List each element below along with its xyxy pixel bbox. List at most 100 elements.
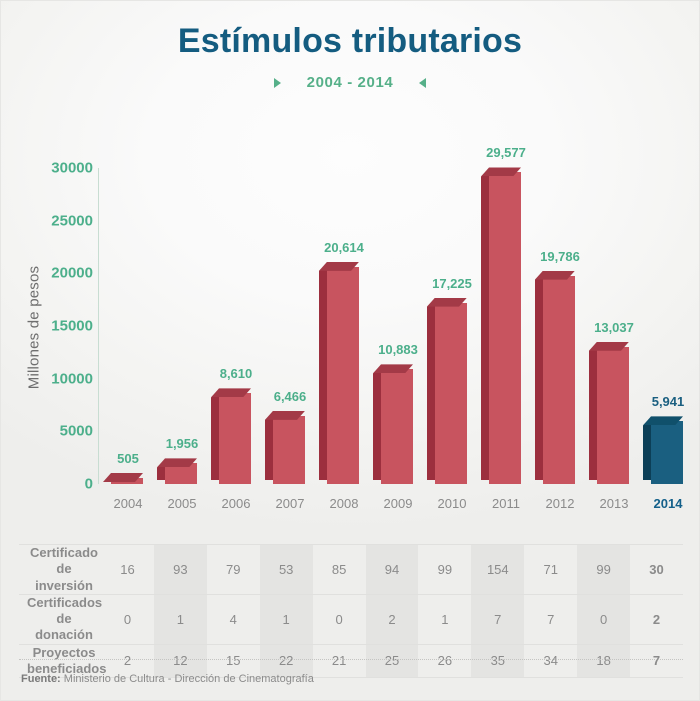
y-tick-label: 20000 xyxy=(51,264,93,282)
table-cell: 21 xyxy=(312,643,366,678)
bar-top-face xyxy=(211,388,251,398)
bar-value-label: 13,037 xyxy=(594,319,634,335)
table-cell: 71 xyxy=(524,544,578,595)
triangle-left-icon xyxy=(419,77,427,88)
subtitle-row: 2004 - 2014 xyxy=(1,74,699,91)
table-cell: 79 xyxy=(206,544,260,595)
bar xyxy=(265,410,305,484)
bar xyxy=(103,473,143,484)
bar-side-face xyxy=(535,271,543,480)
bar-front-face xyxy=(597,346,629,484)
x-tick-label: 2004 xyxy=(113,496,143,511)
bar-side-face xyxy=(427,298,435,480)
bar-top-face xyxy=(103,473,143,482)
table-cell: 35 xyxy=(471,643,525,678)
bar-column: 17,225 xyxy=(425,141,479,484)
bar-column: 10,883 xyxy=(371,141,425,484)
bar-value-label: 17,225 xyxy=(432,275,472,291)
bar-side-face xyxy=(589,342,597,480)
bar-top-face xyxy=(373,364,413,374)
table-cell: 2 xyxy=(101,643,154,678)
table-cell: 22 xyxy=(259,643,313,678)
bar-column: 6,466 xyxy=(263,141,317,484)
bar-top-face xyxy=(157,458,197,468)
table-cell: 7 xyxy=(524,593,578,645)
table-cell: 34 xyxy=(524,643,578,678)
y-axis-ticks: 0 5000 10000 15000 20000 25000 30000 xyxy=(1,141,93,493)
table-cell: 0 xyxy=(312,593,366,645)
bar-top-face xyxy=(643,416,683,426)
bar-front-face xyxy=(165,463,197,484)
x-tick-label: 2011 xyxy=(492,496,520,511)
data-table: Certificado de inversión 16 93 79 53 85 94 99 154… xyxy=(19,544,683,678)
table-cell: 85 xyxy=(312,544,366,595)
table-row-label: Certificados de donación xyxy=(19,593,102,645)
chart-plot-area: Millones de pesos 0 5000 10000 15000 20000 25… xyxy=(1,141,699,493)
bar-value-label: 6,466 xyxy=(273,388,307,404)
bar-series: 505 1,956 8,610 6,466 20,614 10,883 17,225 29,5… xyxy=(101,141,693,491)
bar-front-face xyxy=(381,369,413,484)
table-cell: 1 xyxy=(418,593,472,645)
bar-side-face xyxy=(481,168,489,480)
bar xyxy=(643,416,683,484)
table-row: Proyectos beneficiados 2 12 15 22 21 25 26 35 34 18… xyxy=(19,643,683,678)
bar-column: 8,610 xyxy=(209,141,263,484)
bar-column: 29,577 xyxy=(479,141,533,484)
table-cell: 99 xyxy=(577,544,631,595)
bar-side-face xyxy=(643,417,651,480)
chart-header: Estímulos tributarios 2004 - 2014 xyxy=(1,1,699,91)
table-cell: 93 xyxy=(153,544,207,595)
bar-value-label: 505 xyxy=(117,451,139,466)
bar-top-face xyxy=(265,410,305,420)
bar-top-face xyxy=(535,270,575,280)
bar-side-face xyxy=(157,459,165,480)
bar-column: 19,786 xyxy=(533,141,587,484)
bar xyxy=(373,364,413,484)
bar xyxy=(211,388,251,484)
bar-top-face xyxy=(427,297,467,307)
data-table-wrapper: Certificado de inversión 16 93 79 53 85 94 99 154… xyxy=(19,544,683,678)
bar-value-label: 5,941 xyxy=(651,394,685,410)
triangle-right-icon xyxy=(273,77,281,88)
bar-value-label: 8,610 xyxy=(219,366,253,382)
bar-front-face xyxy=(219,393,251,484)
bar-top-face xyxy=(319,261,359,271)
bar-side-face xyxy=(211,389,219,480)
x-tick-label: 2006 xyxy=(221,496,251,511)
table-cell: 2 xyxy=(365,593,419,645)
table-row: Certificado de inversión 16 93 79 53 85 94 99 154… xyxy=(19,544,683,595)
bar-column: 20,614 xyxy=(317,141,371,484)
bar-side-face xyxy=(265,411,273,480)
x-tick-label: 2012 xyxy=(545,496,575,511)
bar-value-label: 19,786 xyxy=(540,248,580,264)
bar-column: 505 xyxy=(101,141,155,484)
bar-column: 13,037 xyxy=(587,141,641,484)
bar-side-face xyxy=(319,262,327,480)
table-cell: 7 xyxy=(630,643,683,678)
table-cell: 12 xyxy=(153,643,207,678)
table-cell: 1 xyxy=(259,593,313,645)
x-tick-label: 2008 xyxy=(329,496,359,511)
bar-front-face xyxy=(327,266,359,484)
y-tick-label: 10000 xyxy=(51,370,93,388)
bar-value-label: 1,956 xyxy=(165,436,199,452)
table-row-label: Proyectos beneficiados xyxy=(19,643,106,678)
x-tick-label: 2010 xyxy=(437,496,467,511)
x-tick-label: 2005 xyxy=(167,496,197,511)
table-cell: 7 xyxy=(471,593,525,645)
bar-value-label: 29,577 xyxy=(486,145,526,161)
table-cell: 99 xyxy=(418,544,472,595)
bar-top-face xyxy=(481,167,521,177)
table-cell: 4 xyxy=(206,593,260,645)
table-cell: 26 xyxy=(418,643,472,678)
table-cell: 0 xyxy=(577,593,631,645)
bar-top-face xyxy=(589,341,629,351)
bar-side-face xyxy=(373,365,381,480)
x-tick-label: 2013 xyxy=(599,496,629,511)
table-cell: 154 xyxy=(471,544,525,595)
source-note: Fuente: Ministerio de Cultura - Direcció… xyxy=(21,673,314,685)
bar xyxy=(535,270,575,484)
x-tick-label: 2007 xyxy=(275,496,305,511)
bar xyxy=(319,261,359,484)
